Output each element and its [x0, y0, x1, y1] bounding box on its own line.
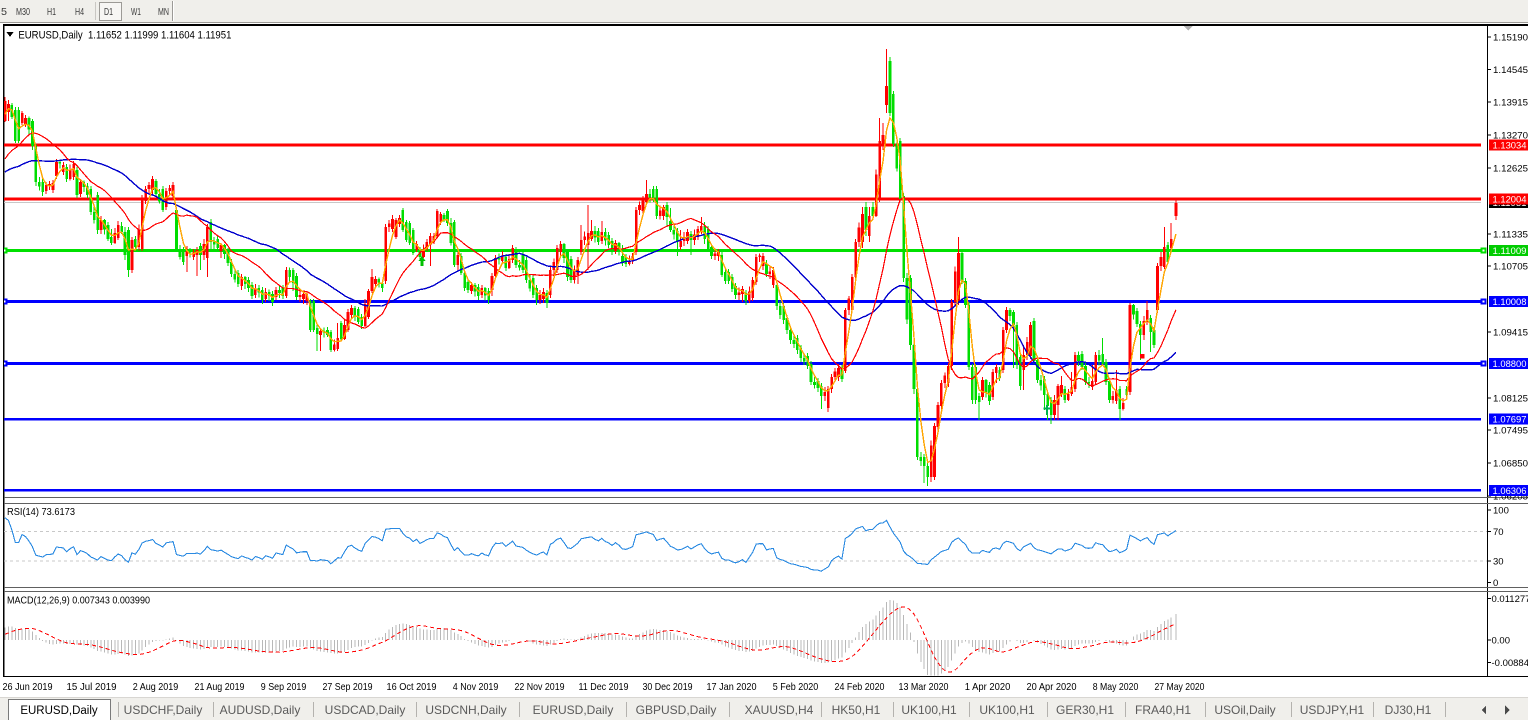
svg-text:UK100,H1: UK100,H1 [979, 703, 1035, 717]
svg-text:1.07495: 1.07495 [1493, 426, 1528, 437]
svg-text:9 Sep 2019: 9 Sep 2019 [261, 681, 307, 693]
svg-text:1.10705: 1.10705 [1493, 262, 1528, 273]
svg-text:1.09415: 1.09415 [1493, 327, 1528, 338]
svg-text:AUDUSD,Daily: AUDUSD,Daily [220, 703, 301, 717]
svg-text:EURUSD,Daily: EURUSD,Daily [20, 705, 98, 717]
svg-text:1.15190: 1.15190 [1493, 32, 1528, 43]
svg-text:-0.00884: -0.00884 [1492, 658, 1528, 669]
svg-text:8 May 2020: 8 May 2020 [1093, 681, 1139, 693]
svg-text:USDCNH,Daily: USDCNH,Daily [425, 703, 506, 717]
svg-text:EURUSD,Daily: EURUSD,Daily [533, 703, 614, 717]
svg-text:1.08125: 1.08125 [1493, 393, 1528, 404]
svg-text:1.11335: 1.11335 [1493, 229, 1528, 240]
svg-text:4 Nov 2019: 4 Nov 2019 [453, 681, 499, 693]
svg-text:16 Oct 2019: 16 Oct 2019 [387, 681, 437, 693]
svg-text:1.11009: 1.11009 [1493, 246, 1527, 257]
svg-text:1.14545: 1.14545 [1493, 65, 1528, 76]
svg-text:USDCHF,Daily: USDCHF,Daily [124, 703, 203, 717]
svg-text:5: 5 [1, 6, 7, 18]
svg-text:W1: W1 [131, 6, 141, 18]
svg-text:1 Apr 2020: 1 Apr 2020 [965, 681, 1011, 693]
svg-text:GER30,H1: GER30,H1 [1056, 703, 1114, 717]
svg-text:H1: H1 [47, 6, 56, 18]
svg-text:27 May 2020: 27 May 2020 [1155, 681, 1205, 693]
svg-text:MN: MN [158, 6, 169, 18]
svg-text:1.06850: 1.06850 [1493, 459, 1528, 470]
svg-text:USDJPY,H1: USDJPY,H1 [1300, 703, 1365, 717]
svg-text:15 Jul 2019: 15 Jul 2019 [67, 681, 117, 693]
svg-text:0.00: 0.00 [1492, 636, 1511, 647]
svg-text:EURUSD,Daily 1.11652 1.11999: EURUSD,Daily 1.11652 1.11999 1.11604 1.1… [18, 29, 231, 41]
svg-text:20 Apr 2020: 20 Apr 2020 [1027, 681, 1077, 693]
svg-text:DJ30,H1: DJ30,H1 [1385, 703, 1432, 717]
svg-text:17 Jan 2020: 17 Jan 2020 [707, 681, 757, 693]
svg-text:H4: H4 [75, 6, 84, 18]
svg-text:1.08800: 1.08800 [1493, 359, 1527, 370]
svg-text:USOil,Daily: USOil,Daily [1214, 703, 1275, 717]
svg-text:30: 30 [1493, 556, 1504, 567]
svg-text:1.07697: 1.07697 [1493, 415, 1527, 426]
svg-text:D1: D1 [104, 6, 113, 18]
svg-text:GBPUSD,Daily: GBPUSD,Daily [636, 703, 717, 717]
svg-text:0: 0 [1493, 578, 1498, 589]
svg-text:1.13270: 1.13270 [1493, 130, 1528, 141]
svg-text:21 Aug 2019: 21 Aug 2019 [195, 681, 245, 693]
svg-text:FRA40,H1: FRA40,H1 [1135, 703, 1191, 717]
svg-text:22 Nov 2019: 22 Nov 2019 [515, 681, 565, 693]
svg-text:100: 100 [1493, 505, 1509, 516]
svg-text:USDCAD,Daily: USDCAD,Daily [325, 703, 406, 717]
svg-text:1.10008: 1.10008 [1493, 297, 1527, 308]
svg-text:1.06306: 1.06306 [1493, 486, 1527, 497]
svg-text:RSI(14) 73.6173: RSI(14) 73.6173 [7, 506, 75, 518]
svg-text:1.12625: 1.12625 [1493, 163, 1528, 174]
svg-text:70: 70 [1493, 527, 1504, 538]
svg-text:1.12004: 1.12004 [1493, 195, 1527, 206]
svg-text:24 Feb 2020: 24 Feb 2020 [835, 681, 885, 693]
svg-text:1.06205: 1.06205 [1493, 491, 1528, 502]
svg-text:13 Mar 2020: 13 Mar 2020 [899, 681, 949, 693]
svg-text:UK100,H1: UK100,H1 [901, 703, 957, 717]
svg-text:0.011277: 0.011277 [1492, 594, 1528, 605]
svg-text:11 Dec 2019: 11 Dec 2019 [579, 681, 629, 693]
svg-text:30 Dec 2019: 30 Dec 2019 [643, 681, 693, 693]
svg-text:HK50,H1: HK50,H1 [832, 703, 881, 717]
svg-text:27 Sep 2019: 27 Sep 2019 [323, 681, 373, 693]
svg-text:2 Aug 2019: 2 Aug 2019 [133, 681, 179, 693]
svg-text:1.13915: 1.13915 [1493, 97, 1528, 108]
svg-text:26 Jun 2019: 26 Jun 2019 [3, 681, 53, 693]
svg-text:XAUUSD,H4: XAUUSD,H4 [745, 703, 814, 717]
svg-text:M30: M30 [16, 6, 30, 18]
svg-text:5 Feb 2020: 5 Feb 2020 [773, 681, 819, 693]
svg-text:1.13034: 1.13034 [1493, 141, 1527, 152]
svg-text:MACD(12,26,9) 0.007343 0.00399: MACD(12,26,9) 0.007343 0.003990 [7, 595, 150, 607]
